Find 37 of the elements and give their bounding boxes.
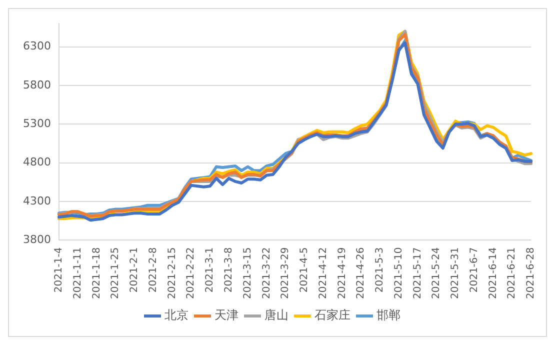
- legend-label: 石家庄: [314, 308, 350, 322]
- y-tick-label: 4300: [22, 194, 51, 208]
- x-tick-label: 2021-5-10: [393, 247, 404, 300]
- x-tick-label: 2021-2-15: [166, 247, 178, 300]
- x-tick-label: 2021-3-8: [224, 247, 235, 293]
- x-tick-label: 2021-4-12: [318, 247, 329, 300]
- y-tick-label: 4800: [22, 156, 51, 169]
- x-tick-label: 2021-6-21: [506, 247, 518, 300]
- legend-label: 北京: [164, 308, 188, 322]
- x-tick-label: 2021-1-18: [91, 247, 102, 300]
- x-tick-label: 2021-2-22: [186, 247, 197, 300]
- x-tick-label: 2021-4-5: [299, 247, 310, 293]
- x-tick-label: 2021-4-26: [356, 247, 367, 300]
- x-tick-label: 2021-1-11: [72, 247, 84, 300]
- x-tick-label: 2021-4-19: [336, 247, 348, 300]
- y-tick-label: 5800: [22, 78, 51, 92]
- x-tick-label: 2021-5-17: [412, 247, 424, 300]
- x-tick-label: 2021-6-7: [468, 247, 480, 293]
- x-tick-label: 2021-3-29: [280, 247, 292, 300]
- x-tick-label: 2021-2-8: [148, 247, 159, 293]
- legend-label: 唐山: [264, 308, 288, 322]
- legend-label: 邯郸: [376, 308, 400, 322]
- y-tick-label: 5300: [22, 117, 51, 130]
- x-tick-label: 2021-6-14: [488, 247, 499, 300]
- x-tick-label: 2021-3-22: [261, 247, 272, 300]
- y-tick-label: 3800: [22, 233, 51, 246]
- x-tick-label: 2021-5-3: [374, 247, 386, 293]
- x-tick-label: 2021-3-15: [242, 247, 254, 300]
- x-tick-label: 2021-3-1: [204, 247, 216, 293]
- legend-label: 天津: [214, 308, 238, 322]
- x-tick-label: 2021-5-24: [431, 247, 442, 300]
- x-tick-label: 2021-5-31: [450, 247, 462, 300]
- x-tick-label: 2021-1-4: [54, 247, 65, 293]
- y-tick-label: 6300: [22, 40, 51, 53]
- x-tick-label: 2021-6-28: [526, 247, 537, 300]
- x-tick-label: 2021-2-1: [129, 247, 140, 293]
- x-tick-label: 2021-1-25: [110, 247, 122, 300]
